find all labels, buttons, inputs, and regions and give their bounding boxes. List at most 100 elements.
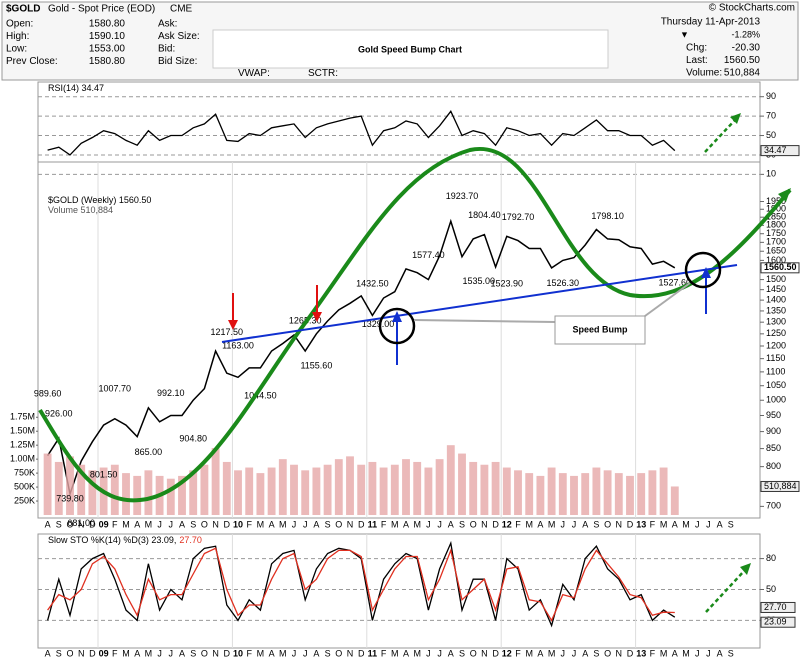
x-tick-label: S xyxy=(56,519,62,529)
x-tick-label: N xyxy=(616,519,623,529)
quote-label: Volume: xyxy=(686,68,722,79)
volume-bar xyxy=(211,447,220,515)
y-tick-label: 1800 xyxy=(766,220,786,230)
x-tick-label: S xyxy=(56,648,62,658)
y-tick-label: 1750 xyxy=(766,228,786,238)
x-tick-label: S xyxy=(325,648,331,658)
down-arrow: ▼ xyxy=(680,29,689,39)
volume-bar xyxy=(458,453,466,515)
x-tick-label: F xyxy=(650,648,656,658)
x-tick-label: S xyxy=(728,519,734,529)
volume-bar xyxy=(133,475,142,515)
red-arrowhead xyxy=(312,312,322,322)
callout: Speed Bump xyxy=(572,324,628,334)
volume-bar xyxy=(558,473,567,515)
volume-bar xyxy=(390,464,399,515)
y-tick-label: 1700 xyxy=(766,237,786,247)
x-tick-label: D xyxy=(89,519,96,529)
x-tick-label: J xyxy=(157,519,162,529)
volume-bar xyxy=(626,475,634,515)
field-label: Bid: xyxy=(158,44,175,55)
volume-bar xyxy=(659,467,668,515)
x-tick-label: N xyxy=(212,648,219,658)
volume-bar xyxy=(592,467,601,515)
y-tick-label: 1050 xyxy=(766,380,786,390)
price-annotation: 992.10 xyxy=(157,388,185,398)
volume-bar xyxy=(122,473,130,515)
price-annotation: 1523.90 xyxy=(491,278,524,288)
y-tick-label: 900 xyxy=(766,426,781,436)
rsi-arrow xyxy=(704,119,736,153)
x-tick-label: A xyxy=(313,519,319,529)
volume-bar xyxy=(480,464,489,515)
y2-tick-label: 250K xyxy=(14,495,35,505)
x-tick-label: N xyxy=(78,648,85,658)
red-arrowhead xyxy=(228,320,238,330)
panel-frame xyxy=(37,533,761,649)
x-tick-label: J xyxy=(303,519,308,529)
y-tick-label: 1650 xyxy=(766,246,786,256)
x-tick-label: M xyxy=(548,519,556,529)
x-tick-label: O xyxy=(470,519,477,529)
field-label: VWAP: xyxy=(238,68,270,79)
symbol: $GOLD xyxy=(6,4,40,15)
price-annotation: 1007.70 xyxy=(99,383,132,393)
x-tick-label: D xyxy=(492,519,499,529)
y-tick-label: 70 xyxy=(766,110,776,120)
last-marker-box xyxy=(760,262,800,274)
x-tick-label: 11 xyxy=(368,519,378,529)
x-tick-label: M xyxy=(257,648,265,658)
volume-bar xyxy=(614,473,623,515)
volume-bar xyxy=(110,464,119,515)
price-annotation: 1526.30 xyxy=(547,278,580,288)
date: Thursday 11-Apr-2013 xyxy=(661,17,761,28)
volume-bar xyxy=(637,473,646,515)
x-tick-label: M xyxy=(122,519,130,529)
x-tick-label: F xyxy=(112,519,118,529)
volume-bar xyxy=(648,470,657,515)
y-tick-label: 1850 xyxy=(766,212,786,222)
y-tick-label: 1950 xyxy=(766,196,786,206)
series-line xyxy=(47,547,675,622)
y-tick-label: 850 xyxy=(766,443,781,453)
blue-arrowhead xyxy=(392,311,402,322)
price-annotation: 1155.60 xyxy=(300,361,332,371)
y-tick-label: 1100 xyxy=(766,366,785,376)
x-tick-label: A xyxy=(269,648,275,658)
x-tick-label: M xyxy=(548,648,556,658)
x-tick-label: O xyxy=(66,519,73,529)
field-label: Ask: xyxy=(158,19,177,30)
price-annotation: 926.00 xyxy=(45,408,73,418)
y-tick-label: 1450 xyxy=(766,284,786,294)
volume-bar xyxy=(570,475,578,515)
y-tick-label: 1400 xyxy=(766,294,786,304)
price-annotation: 739.80 xyxy=(56,493,84,503)
y2-tick-label: 500K xyxy=(14,481,35,491)
y-tick-label: 700 xyxy=(766,501,781,511)
volume-bar xyxy=(43,453,52,515)
copyright: © StockCharts.com xyxy=(709,3,795,14)
quote-value: 1560.50 xyxy=(724,55,761,66)
x-tick-label: 12 xyxy=(502,519,512,529)
callout-line xyxy=(644,282,691,317)
y-tick-label: 950 xyxy=(766,410,781,420)
x-tick-label: A xyxy=(672,519,678,529)
header-fields: Open: 1580.80 High: 1590.10 Low: 1553.00 Prev … xyxy=(6,19,760,80)
title-box xyxy=(212,29,609,69)
x-tick-label: 10 xyxy=(233,648,243,658)
volume-bar xyxy=(334,459,343,515)
x-tick-label: J xyxy=(437,519,442,529)
x-tick-label: F xyxy=(112,648,118,658)
quote-label: Last: xyxy=(686,55,708,66)
volume-bar xyxy=(379,467,388,515)
callout-box xyxy=(554,315,646,345)
field-value: 1580.80 xyxy=(89,56,126,67)
price-annotation: 1217.50 xyxy=(211,327,244,337)
y-tick-label: 80 xyxy=(766,553,776,563)
field-value: 1553.00 xyxy=(89,44,126,55)
price-annotation: 1804.40 xyxy=(468,210,501,220)
x-tick-label: N xyxy=(347,648,354,658)
x-tick-label: A xyxy=(403,648,409,658)
